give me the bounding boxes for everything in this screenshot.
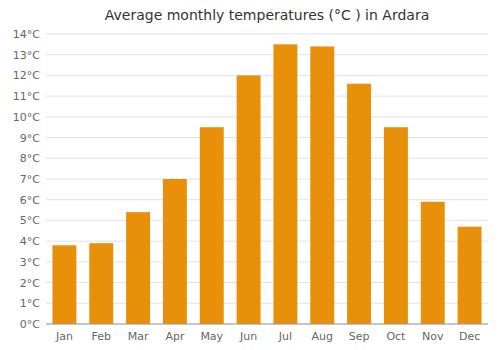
y-tick-label: 8°C — [20, 152, 40, 165]
grid-line — [46, 116, 488, 117]
bar — [273, 44, 297, 324]
grid-line — [46, 54, 488, 55]
chart-container: Average monthly temperatures (°C ) in Ar… — [0, 0, 500, 350]
chart: Average monthly temperatures (°C ) in Ar… — [0, 0, 500, 350]
bar — [310, 46, 334, 324]
title: Average monthly temperatures (°C ) in Ar… — [105, 7, 429, 23]
x-tick-label: Oct — [386, 330, 406, 343]
x-axis: Jan Feb Mar Apr May Jun Jul Aug Sep Oct Nov Dec — [55, 330, 480, 343]
x-tick-label: Jul — [278, 330, 292, 343]
x-tick-label: Aug — [312, 330, 333, 343]
y-tick-label: 13°C — [13, 49, 40, 62]
grid-line — [46, 75, 488, 76]
page: {"chart_data": {"type": "bar", "title": … — [0, 0, 500, 350]
bar — [421, 202, 445, 324]
y-tick-label: 1°C — [20, 297, 40, 310]
y-tick-label: 0°C — [20, 318, 40, 331]
bar — [458, 227, 482, 324]
bar — [89, 243, 113, 324]
x-tick-label: May — [200, 330, 223, 343]
y-tick-label: 3°C — [20, 256, 40, 269]
x-tick-label: Dec — [459, 330, 480, 343]
y-tick-label: 6°C — [20, 194, 40, 207]
grid-line — [46, 137, 488, 138]
grid-line — [46, 324, 488, 325]
bars — [52, 44, 481, 324]
bar — [237, 75, 261, 324]
grid-line — [46, 179, 488, 180]
y-tick-label: 5°C — [20, 214, 40, 227]
y-tick-label: 2°C — [20, 277, 40, 290]
bar — [384, 127, 408, 324]
y-tick-label: 12°C — [13, 69, 40, 82]
x-axis-line — [46, 324, 488, 325]
y-axis: 0°C 1°C 2°C 3°C 4°C 5°C 6°C 7°C 8°C 9°C 10°C 11°C 12… — [13, 28, 488, 331]
y-tick-label: 11°C — [13, 90, 40, 103]
grid-line — [46, 158, 488, 159]
y-tick-label: 14°C — [13, 28, 40, 41]
bar — [126, 212, 150, 324]
grid-line — [46, 199, 488, 200]
y-tick-label: 7°C — [20, 173, 40, 186]
grid-line — [46, 96, 488, 97]
x-tick-label: Feb — [92, 330, 111, 343]
bar — [200, 127, 224, 324]
x-tick-label: Nov — [422, 330, 444, 343]
y-tick-label: 9°C — [20, 132, 40, 145]
bar — [52, 245, 76, 324]
bar — [347, 84, 371, 324]
x-tick-label: Jun — [239, 330, 257, 343]
x-tick-label: Jan — [55, 330, 73, 343]
x-tick-label: Apr — [165, 330, 185, 343]
x-tick-label: Mar — [128, 330, 149, 343]
bar — [163, 179, 187, 324]
x-tick-label: Sep — [349, 330, 370, 343]
y-tick-label: 4°C — [20, 235, 40, 248]
y-tick-label: 10°C — [13, 111, 40, 124]
grid-line — [46, 34, 488, 35]
